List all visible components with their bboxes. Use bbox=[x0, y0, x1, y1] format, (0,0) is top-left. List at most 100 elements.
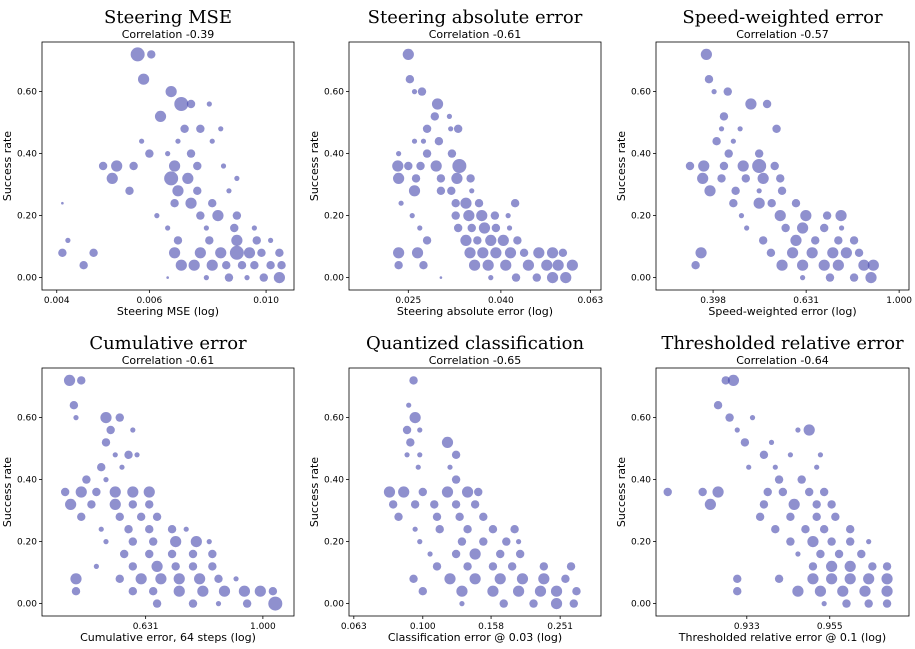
data-point bbox=[244, 275, 250, 281]
data-point bbox=[490, 211, 500, 220]
data-point bbox=[232, 211, 242, 220]
data-point bbox=[490, 247, 502, 259]
data-point bbox=[832, 259, 844, 271]
data-point bbox=[430, 500, 439, 509]
data-point bbox=[698, 160, 710, 172]
data-point bbox=[456, 585, 468, 597]
data-point bbox=[840, 247, 852, 259]
data-point bbox=[745, 98, 757, 110]
plot-frame bbox=[348, 41, 602, 291]
data-point bbox=[251, 225, 257, 231]
data-point bbox=[803, 424, 815, 436]
data-point bbox=[109, 486, 121, 498]
data-point bbox=[427, 551, 433, 557]
data-point bbox=[129, 161, 138, 171]
data-point bbox=[115, 574, 124, 583]
data-point bbox=[827, 500, 836, 509]
data-point bbox=[752, 159, 767, 173]
data-point bbox=[87, 500, 96, 509]
data-point bbox=[697, 172, 709, 184]
data-point bbox=[787, 452, 794, 458]
y-tick-label: 0.20 bbox=[324, 212, 344, 222]
data-point bbox=[77, 512, 86, 521]
data-point bbox=[762, 99, 772, 109]
scatter-points bbox=[392, 48, 578, 284]
data-point bbox=[111, 160, 123, 172]
chart-title: Cumulative error bbox=[89, 333, 247, 354]
data-point bbox=[418, 487, 427, 497]
data-point bbox=[254, 585, 266, 597]
data-point bbox=[393, 172, 405, 184]
x-axis-label: Speed-weighted error (log) bbox=[708, 305, 856, 318]
data-point bbox=[422, 124, 432, 133]
data-point bbox=[406, 438, 415, 447]
data-point bbox=[436, 174, 446, 183]
data-point bbox=[398, 486, 410, 498]
data-point bbox=[467, 223, 476, 233]
y-tick-label: 0.20 bbox=[324, 538, 344, 548]
data-point bbox=[71, 587, 81, 596]
data-point bbox=[409, 376, 418, 385]
data-point bbox=[519, 248, 529, 257]
x-tick-label: 0.004 bbox=[44, 296, 70, 306]
data-point bbox=[388, 500, 398, 509]
data-point bbox=[63, 374, 76, 386]
correlation-label: Correlation -0.61 bbox=[429, 28, 522, 41]
data-point bbox=[406, 402, 412, 408]
data-point bbox=[704, 75, 714, 84]
data-point bbox=[73, 415, 79, 421]
data-point bbox=[859, 585, 871, 597]
y-tick-label: 0.40 bbox=[324, 150, 344, 160]
data-point bbox=[417, 452, 423, 458]
data-point bbox=[79, 261, 88, 270]
data-point bbox=[405, 75, 415, 84]
data-point bbox=[238, 585, 251, 597]
x-tick-label: 0.025 bbox=[395, 296, 421, 306]
data-point bbox=[242, 599, 252, 608]
data-point bbox=[208, 562, 217, 571]
data-point bbox=[130, 47, 145, 62]
data-point bbox=[268, 587, 278, 596]
data-point bbox=[218, 126, 224, 132]
data-point bbox=[797, 475, 806, 484]
data-point bbox=[515, 539, 522, 545]
y-axis-label: Success rate bbox=[615, 457, 628, 527]
data-point bbox=[776, 174, 785, 183]
data-point bbox=[128, 587, 138, 596]
data-point bbox=[730, 138, 736, 144]
data-point bbox=[154, 213, 160, 219]
data-point bbox=[504, 247, 517, 259]
data-point bbox=[494, 573, 506, 585]
data-point bbox=[534, 585, 547, 597]
data-point bbox=[436, 186, 446, 195]
data-point bbox=[827, 537, 836, 546]
data-point bbox=[215, 601, 222, 607]
data-point bbox=[744, 225, 750, 231]
y-tick-label: 0.20 bbox=[631, 538, 651, 548]
data-point bbox=[478, 222, 491, 234]
data-point bbox=[754, 149, 764, 158]
data-point bbox=[220, 163, 227, 169]
data-point bbox=[882, 562, 892, 571]
data-point bbox=[75, 486, 87, 498]
y-axis-label: Success rate bbox=[308, 457, 321, 527]
data-point bbox=[474, 199, 484, 208]
data-point bbox=[197, 585, 209, 597]
data-point bbox=[491, 223, 501, 233]
data-point bbox=[510, 199, 520, 208]
data-point bbox=[82, 475, 91, 484]
data-point bbox=[65, 237, 71, 243]
data-point bbox=[93, 563, 99, 570]
data-point bbox=[533, 247, 545, 259]
data-point bbox=[203, 225, 209, 231]
data-point bbox=[807, 573, 819, 585]
data-point bbox=[119, 549, 129, 559]
data-point bbox=[772, 464, 778, 470]
scatter-points bbox=[60, 374, 283, 611]
data-point bbox=[479, 512, 488, 521]
data-point bbox=[786, 247, 799, 259]
data-point bbox=[719, 112, 729, 121]
y-tick-label: 0.60 bbox=[631, 414, 651, 424]
data-point bbox=[774, 210, 786, 222]
